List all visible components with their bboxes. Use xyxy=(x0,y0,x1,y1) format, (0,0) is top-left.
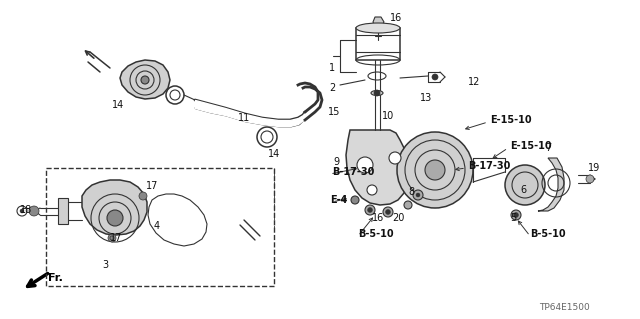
Text: 13: 13 xyxy=(420,93,432,103)
Circle shape xyxy=(416,193,420,197)
Text: 7: 7 xyxy=(545,143,551,153)
Circle shape xyxy=(351,196,359,204)
Text: Fr.: Fr. xyxy=(48,273,63,283)
Polygon shape xyxy=(346,130,408,205)
Circle shape xyxy=(374,90,380,96)
Text: 14: 14 xyxy=(268,149,280,159)
Text: 1: 1 xyxy=(329,63,335,73)
Circle shape xyxy=(367,185,377,195)
Text: 15: 15 xyxy=(328,107,340,117)
Text: 17: 17 xyxy=(110,233,122,243)
Text: 18: 18 xyxy=(20,205,32,215)
Text: 16: 16 xyxy=(390,13,403,23)
Text: E-15-10: E-15-10 xyxy=(490,115,532,125)
Circle shape xyxy=(397,132,473,208)
Polygon shape xyxy=(538,158,564,211)
Text: 9: 9 xyxy=(334,157,340,167)
Circle shape xyxy=(511,210,521,220)
Circle shape xyxy=(108,234,116,242)
Ellipse shape xyxy=(371,91,383,95)
Text: 20: 20 xyxy=(392,213,404,223)
Text: 10: 10 xyxy=(382,111,394,121)
Text: 5: 5 xyxy=(510,213,516,223)
Text: 11: 11 xyxy=(238,113,250,123)
Text: 19: 19 xyxy=(588,163,600,173)
Text: B-5-10: B-5-10 xyxy=(358,229,394,239)
Text: 16: 16 xyxy=(372,213,384,223)
Bar xyxy=(356,28,400,60)
Polygon shape xyxy=(82,180,147,235)
Circle shape xyxy=(385,210,390,214)
Ellipse shape xyxy=(356,23,400,33)
Circle shape xyxy=(139,192,147,200)
Circle shape xyxy=(586,175,594,183)
Circle shape xyxy=(389,152,401,164)
Circle shape xyxy=(20,209,24,213)
Circle shape xyxy=(383,207,393,217)
Polygon shape xyxy=(58,198,68,224)
Text: E-4: E-4 xyxy=(330,195,348,205)
Text: 4: 4 xyxy=(154,221,160,231)
Text: 17: 17 xyxy=(146,181,158,191)
Text: B-17-30: B-17-30 xyxy=(468,161,510,171)
Text: 14: 14 xyxy=(112,100,124,110)
Circle shape xyxy=(141,76,149,84)
Circle shape xyxy=(29,206,39,216)
Circle shape xyxy=(367,207,372,212)
Circle shape xyxy=(107,210,123,226)
Circle shape xyxy=(413,190,423,200)
Circle shape xyxy=(357,157,373,173)
Text: 3: 3 xyxy=(102,260,108,270)
Circle shape xyxy=(425,160,445,180)
Circle shape xyxy=(432,74,438,80)
Circle shape xyxy=(513,212,518,218)
Text: B-17-30: B-17-30 xyxy=(332,167,374,177)
Text: TP64E1500: TP64E1500 xyxy=(540,303,590,313)
Text: 6: 6 xyxy=(520,185,526,195)
Text: 8: 8 xyxy=(408,187,414,197)
Circle shape xyxy=(505,165,545,205)
Text: E-15-10: E-15-10 xyxy=(510,141,552,151)
Polygon shape xyxy=(373,17,384,27)
Bar xyxy=(46,168,274,286)
Circle shape xyxy=(365,205,375,215)
Circle shape xyxy=(404,201,412,209)
Text: 2: 2 xyxy=(329,83,335,93)
Text: 12: 12 xyxy=(468,77,481,87)
Polygon shape xyxy=(120,60,170,99)
Text: B-5-10: B-5-10 xyxy=(530,229,566,239)
